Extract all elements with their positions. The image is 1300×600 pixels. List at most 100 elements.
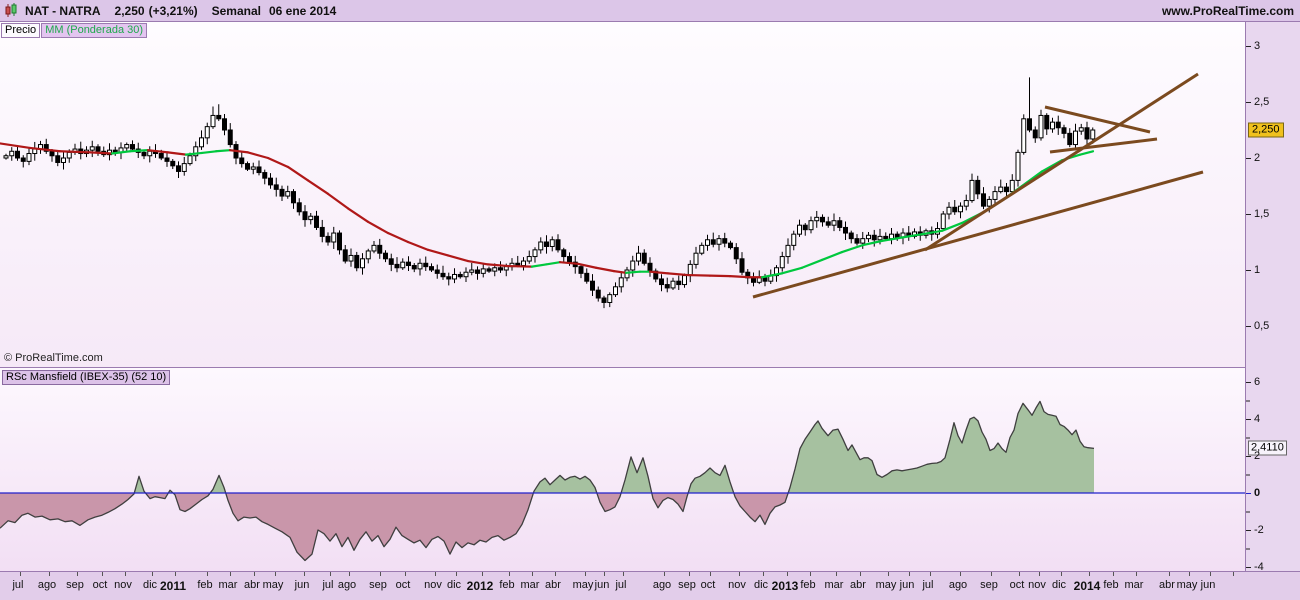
x-axis-tick: [1019, 572, 1020, 576]
tick-mark: [1246, 548, 1250, 549]
price-tabs: Precio MM (Ponderada 30): [1, 23, 148, 38]
price-change-text: (+3,21%): [148, 3, 198, 18]
x-axis-month-label: sep: [980, 579, 998, 591]
tick-text: 6: [1254, 376, 1261, 388]
x-axis-month-label: mar: [218, 579, 238, 591]
x-axis-month-label: abr: [1159, 579, 1175, 591]
y-axis-minor-tick: [1246, 400, 1253, 401]
x-axis-month-label: abr: [244, 579, 260, 591]
tick-mark: [1246, 101, 1251, 103]
x-axis-month-label: nov: [728, 579, 746, 591]
tick-mark: [1246, 325, 1251, 327]
tick-mark: [1246, 400, 1250, 401]
x-axis-tick: [1113, 572, 1114, 576]
x-axis-tick: [1089, 572, 1090, 576]
price-chart-panel[interactable]: Precio MM (Ponderada 30) © ProRealTime.c…: [0, 22, 1245, 368]
y-axis-minor-tick: [1246, 511, 1253, 512]
x-axis-tick: [836, 572, 837, 576]
x-axis-month-label: dic: [142, 579, 158, 591]
x-axis-tick: [77, 572, 78, 576]
x-axis-tick: [20, 572, 21, 576]
tick-text: 4: [1254, 413, 1261, 425]
tick-text: 1: [1254, 264, 1261, 276]
price-tab[interactable]: Precio: [1, 23, 41, 38]
tick-mark: [1246, 437, 1250, 438]
x-axis[interactable]: jul ago sep oct nov dic 2011 feb mar abr may jun jul…: [0, 572, 1300, 600]
candlestick-chart[interactable]: [0, 22, 1245, 367]
x-axis-month-label: jun: [594, 579, 610, 591]
tick-text: 2: [1254, 450, 1261, 462]
x-axis-month-label: nov: [1028, 579, 1046, 591]
x-axis-month-label: abr: [545, 579, 561, 591]
x-axis-month-label: jun: [899, 579, 915, 591]
x-axis-tick: [102, 572, 103, 576]
x-axis-tick: [888, 572, 889, 576]
tick-mark: [1246, 381, 1251, 383]
x-axis-month-label: feb: [1103, 579, 1119, 591]
indicator-title[interactable]: RSc Mansfield (IBEX-35) (52 10): [2, 370, 171, 385]
tick-mark: [1246, 511, 1250, 512]
x-axis-tick: [304, 572, 305, 576]
rsc-mansfield-chart[interactable]: [0, 368, 1245, 571]
x-axis-tick: [710, 572, 711, 576]
x-axis-tick: [1233, 572, 1234, 576]
tick-text: 2,5: [1254, 96, 1270, 108]
y-axis-tick-label: 2,5: [1246, 96, 1269, 108]
x-axis-tick: [405, 572, 406, 576]
x-axis-tick: [230, 572, 231, 576]
y-axis-tick-label: 2: [1246, 152, 1260, 164]
x-axis-tick: [604, 572, 605, 576]
tick-mark: [1246, 418, 1251, 420]
x-axis-month-label: mar: [520, 579, 540, 591]
x-axis-tick: [349, 572, 350, 576]
x-axis-month-label: sep: [66, 579, 84, 591]
x-axis-tick: [909, 572, 910, 576]
x-axis-tick: [532, 572, 533, 576]
x-axis-month-label: feb: [800, 579, 816, 591]
x-axis-month-label: dic: [753, 579, 769, 591]
x-axis-year-label: 2013: [771, 579, 799, 593]
x-axis-year-label: 2011: [159, 579, 187, 593]
tick-mark: [1246, 474, 1250, 475]
x-axis-month-label: dic: [1051, 579, 1067, 591]
x-axis-month-label: jun: [294, 579, 310, 591]
tick-mark: [1246, 157, 1251, 159]
x-axis-tick: [49, 572, 50, 576]
y-axis-tick-label: -2: [1246, 524, 1264, 536]
x-axis-month-label: ago: [337, 579, 357, 591]
tick-text: -4: [1254, 561, 1264, 573]
x-axis-tick: [509, 572, 510, 576]
x-axis-month-label: oct: [1009, 579, 1025, 591]
last-price-badge: 2,250: [1248, 122, 1284, 138]
x-axis-month-label: sep: [678, 579, 696, 591]
tick-mark: [1246, 529, 1251, 531]
copyright-label: © ProRealTime.com: [4, 352, 103, 364]
x-axis-tick: [435, 572, 436, 576]
moving-average-tab[interactable]: MM (Ponderada 30): [41, 23, 148, 38]
tick-text: 2: [1254, 152, 1261, 164]
site-link[interactable]: www.ProRealTime.com: [1161, 3, 1294, 18]
x-axis-month-label: mar: [824, 579, 844, 591]
y-axis-tick-label: 6: [1246, 376, 1260, 388]
x-axis-tick: [763, 572, 764, 576]
x-axis-month-label: ago: [948, 579, 968, 591]
x-axis-tick: [689, 572, 690, 576]
x-axis-tick: [991, 572, 992, 576]
x-axis-month-label: may: [1176, 579, 1198, 591]
x-axis-tick: [585, 572, 586, 576]
x-axis-tick: [125, 572, 126, 576]
x-axis-tick: [482, 572, 483, 576]
x-axis-tick: [930, 572, 931, 576]
indicator-value-badge: 2,4110: [1248, 440, 1287, 456]
x-axis-tick: [207, 572, 208, 576]
tick-text: -2: [1254, 524, 1264, 536]
tick-mark: [1246, 566, 1251, 568]
x-axis-tick: [810, 572, 811, 576]
x-axis-tick: [739, 572, 740, 576]
x-axis-month-label: oct: [395, 579, 411, 591]
y-axis[interactable]: 2,250 2,4110 3 2,5 2 1,5 1 0,5 6 4 2 0 -2 -4: [1245, 22, 1300, 573]
x-axis-month-label: nov: [114, 579, 132, 591]
indicator-panel[interactable]: RSc Mansfield (IBEX-35) (52 10): [0, 368, 1245, 572]
x-axis-tick: [330, 572, 331, 576]
x-axis-month-label: jul: [322, 579, 334, 591]
